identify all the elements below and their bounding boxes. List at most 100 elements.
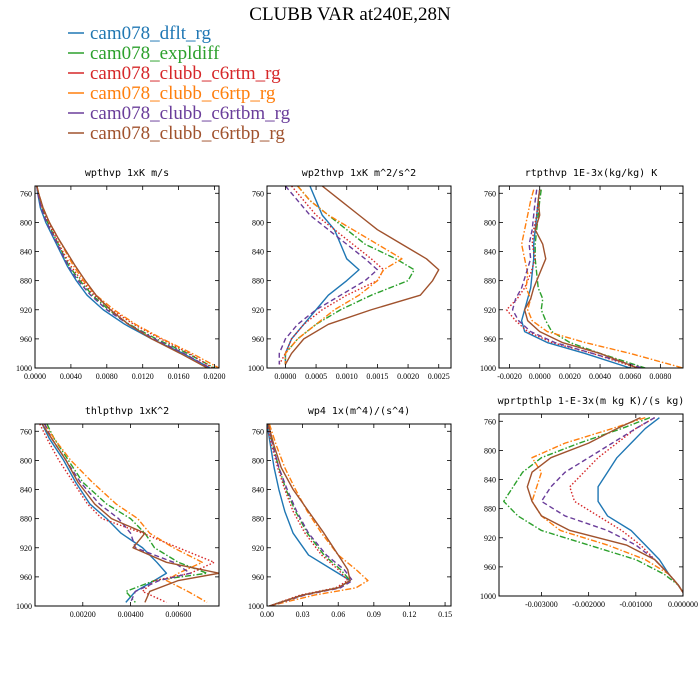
panels: wpthvp 1xK m/s76080084088092096010000.00… xyxy=(16,168,698,619)
y-tick-label: 920 xyxy=(252,544,264,553)
x-tick-label: 0.12 xyxy=(402,610,416,619)
plot-frame xyxy=(498,185,684,369)
x-tick-label: 0.0200 xyxy=(204,372,226,381)
y-tick-label: 880 xyxy=(20,277,32,286)
y-tick-label: 760 xyxy=(20,189,32,198)
x-tick-label: 0.0005 xyxy=(305,372,327,381)
y-tick-label: 840 xyxy=(484,248,496,257)
series-line-2 xyxy=(267,424,351,606)
y-tick-label: 840 xyxy=(20,248,32,257)
x-tick-label: 0.00200 xyxy=(70,610,96,619)
series-line-6 xyxy=(41,424,219,603)
panel-1: wpthvp 1xK m/s76080084088092096010000.00… xyxy=(16,168,226,381)
y-tick-label: 880 xyxy=(20,515,32,524)
panel-title: rtpthvp 1E-3x(kg/kg) K xyxy=(525,168,657,179)
x-tick-label: 0.0000 xyxy=(24,372,46,381)
y-tick-label: 760 xyxy=(484,189,496,198)
y-tick-label: 920 xyxy=(484,534,496,543)
x-tick-label: 0.15 xyxy=(438,610,452,619)
series-line-6 xyxy=(267,424,351,606)
y-tick-label: 960 xyxy=(252,573,264,582)
y-tick-label: 920 xyxy=(20,306,32,315)
x-tick-label: 0.03 xyxy=(296,610,310,619)
panel-title: wpthvp 1xK m/s xyxy=(85,168,169,179)
y-tick-label: 840 xyxy=(20,486,32,495)
y-tick-label: 880 xyxy=(252,277,264,286)
x-tick-label: 0.06 xyxy=(331,610,345,619)
y-tick-label: 840 xyxy=(484,476,496,485)
series-line-2 xyxy=(46,424,208,603)
x-tick-label: 0.0080 xyxy=(96,372,118,381)
x-tick-label: -0.0020 xyxy=(497,372,522,381)
series-line-4 xyxy=(43,424,208,603)
y-tick-label: 840 xyxy=(252,486,264,495)
series-line-1 xyxy=(284,186,360,365)
y-tick-label: 880 xyxy=(252,515,264,524)
x-tick-label: 0.09 xyxy=(367,610,381,619)
series-line-4 xyxy=(36,186,219,368)
y-tick-label: 920 xyxy=(20,544,32,553)
y-tick-label: 960 xyxy=(252,335,264,344)
legend: cam078_dflt_rgcam078_expldiffcam078_club… xyxy=(68,23,291,144)
series-line-1 xyxy=(267,424,351,606)
legend-entry: cam078_expldiff xyxy=(90,43,220,64)
series-line-3 xyxy=(36,186,214,368)
y-tick-label: 800 xyxy=(484,218,496,227)
x-tick-label: 0.0040 xyxy=(60,372,82,381)
y-tick-label: 1000 xyxy=(248,602,264,611)
y-tick-label: 1000 xyxy=(480,364,496,373)
x-tick-label: 0.0020 xyxy=(559,372,581,381)
panel-title: wp4 1x(m^4)/(s^4) xyxy=(308,406,410,417)
x-tick-label: 0.0015 xyxy=(366,372,388,381)
series-line-5 xyxy=(278,186,379,365)
series-line-6 xyxy=(284,186,440,365)
x-tick-label: 0.0080 xyxy=(649,372,671,381)
series-line-3 xyxy=(267,424,349,606)
y-tick-label: 760 xyxy=(252,189,264,198)
x-tick-label: 0.0020 xyxy=(397,372,419,381)
x-tick-label: -0.002000 xyxy=(572,600,605,609)
y-tick-label: 800 xyxy=(252,218,264,227)
plot-frame xyxy=(34,423,220,607)
panel-6: wprtpthlp 1-E-3x(m kg K)/(s kg) 760 800 840… xyxy=(480,396,698,609)
legend-entry: cam078_clubb_c6rtbp_rg xyxy=(90,123,285,144)
y-tick-label: 920 xyxy=(252,306,264,315)
x-tick-label: 0.0160 xyxy=(168,372,190,381)
y-tick-label: 1000 xyxy=(248,364,264,373)
series-line-1 xyxy=(36,186,211,368)
series-line-6 xyxy=(526,417,683,593)
panel-4: thlpthvp 1xK^2 760 800 840 880 920 960 1000 0.00… xyxy=(16,406,220,619)
x-tick-label: 0.000000 xyxy=(668,600,698,609)
x-tick-label: 0.0120 xyxy=(132,372,154,381)
x-tick-label: -0.001000 xyxy=(619,600,652,609)
series-line-5 xyxy=(43,424,192,603)
x-tick-label: 0.0000 xyxy=(274,372,296,381)
y-tick-label: 1000 xyxy=(16,602,32,611)
series-line-6 xyxy=(36,186,208,368)
y-tick-label: 960 xyxy=(484,335,496,344)
series-line-5 xyxy=(36,186,211,368)
y-tick-label: 960 xyxy=(20,573,32,582)
legend-entry: cam078_clubb_c6rtp_rg xyxy=(90,83,276,104)
y-tick-label: 800 xyxy=(20,456,32,465)
panel-title: wprtpthlp 1-E-3x(m kg K)/(s kg) xyxy=(498,396,685,407)
y-tick-label: 1000 xyxy=(16,364,32,373)
series-line-6 xyxy=(523,189,639,368)
series-line-3 xyxy=(278,186,385,365)
series-line-5 xyxy=(540,417,683,593)
x-tick-label: 0.0025 xyxy=(428,372,450,381)
y-tick-label: 920 xyxy=(484,306,496,315)
x-tick-label: 0.0060 xyxy=(619,372,641,381)
y-tick-label: 960 xyxy=(484,563,496,572)
plot-frame xyxy=(498,413,684,597)
series-line-1 xyxy=(520,189,631,368)
y-tick-label: 760 xyxy=(484,417,496,426)
plot-frame xyxy=(34,185,220,369)
x-tick-label: 0.00 xyxy=(260,610,274,619)
y-tick-label: 760 xyxy=(252,427,264,436)
series-line-3 xyxy=(505,189,638,368)
series-line-5 xyxy=(511,189,643,368)
y-tick-label: 880 xyxy=(484,277,496,286)
x-tick-label: -0.003000 xyxy=(525,600,558,609)
